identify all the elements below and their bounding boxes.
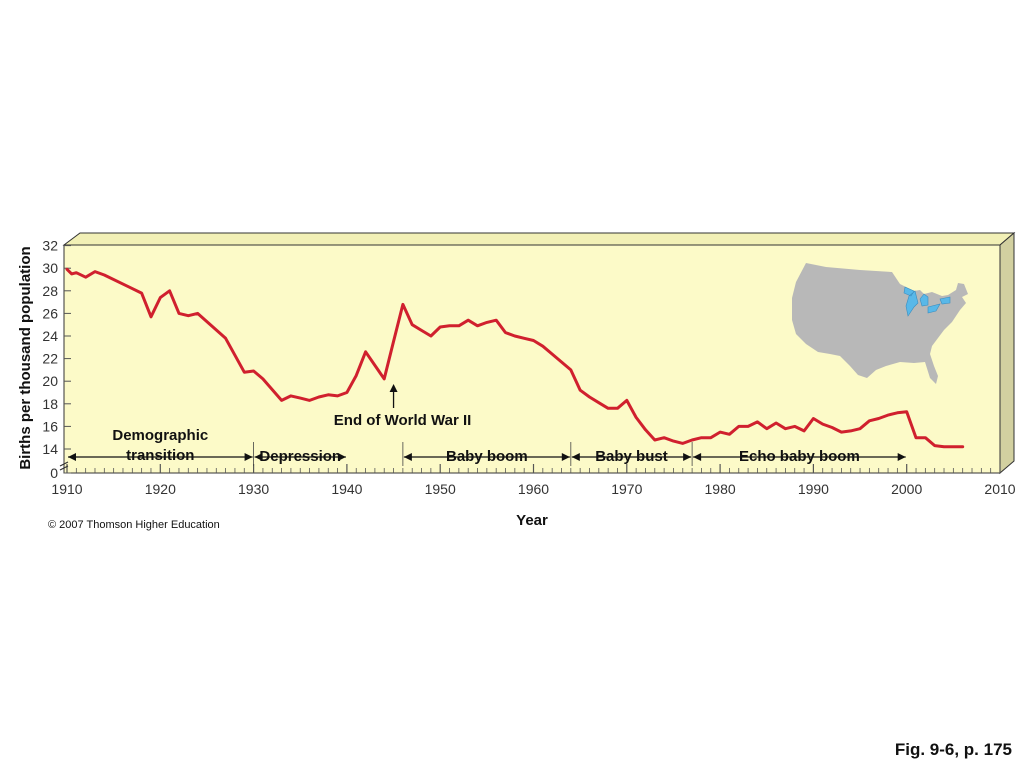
x-tick-label: 1990 <box>798 481 829 497</box>
figure-caption: Fig. 9-6, p. 175 <box>894 740 1012 759</box>
y-tick-label: 20 <box>42 373 58 389</box>
plot-box-top <box>62 232 1016 246</box>
span-arrowhead <box>693 453 702 461</box>
y-tick-label: 28 <box>42 283 58 299</box>
x-tick-label: 1910 <box>51 481 82 497</box>
copyright-notice: © 2007 Thomson Higher Education <box>48 519 220 531</box>
span-arrowhead <box>68 453 76 461</box>
x-tick-label: 1940 <box>331 481 362 497</box>
span-arrowhead <box>254 453 263 461</box>
y-tick-label: 22 <box>42 351 58 367</box>
span-arrowhead <box>337 453 346 461</box>
span-label: Depression <box>259 448 341 465</box>
y-tick-label: 26 <box>42 305 58 321</box>
span-arrowhead <box>561 453 570 461</box>
span-label: Baby bust <box>595 448 668 465</box>
x-tick-label: 2010 <box>984 481 1015 497</box>
plot-box-right <box>999 231 1015 475</box>
us-map-icon <box>792 263 968 384</box>
x-tick-label: 1980 <box>705 481 736 497</box>
span-arrowhead <box>244 453 253 461</box>
y-tick-label: 0 <box>50 465 58 481</box>
x-tick-label: 1970 <box>611 481 642 497</box>
span-label: transition <box>126 447 194 464</box>
y-tick-label: 32 <box>42 238 58 254</box>
x-tick-label: 2000 <box>891 481 922 497</box>
y-tick-label: 24 <box>42 328 58 344</box>
ww2-arrowhead <box>389 384 398 392</box>
y-tick-label: 18 <box>42 396 58 412</box>
x-tick-label: 1960 <box>518 481 549 497</box>
span-arrowhead <box>683 453 692 461</box>
span-label: Baby boom <box>446 448 528 465</box>
birth-rate-line <box>65 267 965 449</box>
span-arrowhead <box>897 453 906 461</box>
y-tick-label: 14 <box>42 441 58 457</box>
y-tick-label: 30 <box>42 260 58 276</box>
x-tick-label: 1930 <box>238 481 269 497</box>
ww2-label: End of World War II <box>334 412 472 429</box>
span-arrowhead <box>571 453 580 461</box>
y-axis-break <box>59 461 69 471</box>
y-tick-label: 16 <box>42 418 58 434</box>
x-axis-title: Year <box>516 512 548 529</box>
y-axis-title: Births per thousand population <box>17 246 34 469</box>
span-label: Demographic <box>112 427 208 444</box>
span-arrowhead <box>403 453 412 461</box>
x-tick-label: 1920 <box>145 481 176 497</box>
x-tick-label: 1950 <box>425 481 456 497</box>
span-label: Echo baby boom <box>739 448 860 465</box>
